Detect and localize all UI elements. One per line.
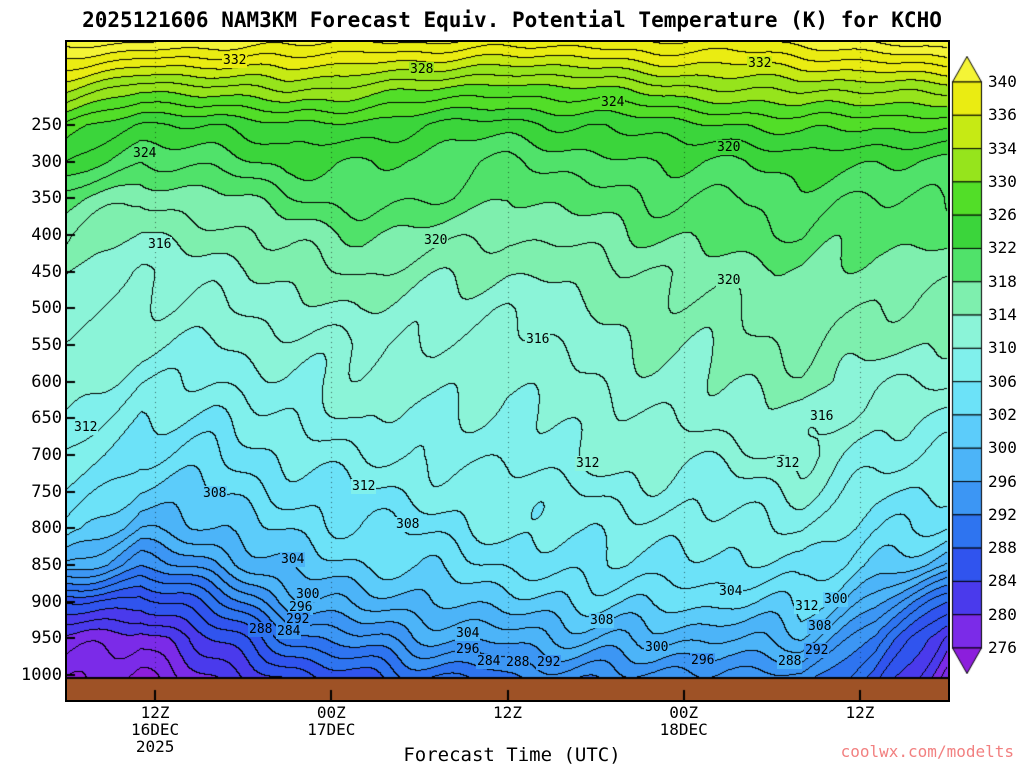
time-tick-line: 16DEC	[131, 720, 180, 739]
colorbar-tick-label: 336	[988, 105, 1017, 125]
plot-area: 332 328 324 332 324 320 316 320 320 316 312 316 312 3…	[65, 40, 950, 702]
watermark: coolwx.com/modelts	[840, 742, 1014, 761]
colorbar-tick-label: 326	[988, 205, 1017, 225]
colorbar-tick-label: 334	[988, 138, 1017, 158]
pressure-tick-label: 250	[31, 114, 62, 135]
time-tick-label: 00Z 17DEC	[286, 704, 376, 738]
colorbar-tick-label: 340	[988, 72, 1017, 91]
time-tick-line: 17DEC	[307, 720, 356, 739]
x-axis-title: Forecast Time (UTC)	[403, 744, 621, 766]
time-tick-label: 12Z	[463, 704, 553, 721]
colorbar-tick-label: 296	[988, 471, 1017, 491]
colorbar-tick-label: 330	[988, 171, 1017, 191]
pressure-tick-label: 600	[31, 371, 62, 392]
pressure-tick-label: 450	[31, 261, 62, 282]
colorbar-tick-label: 306	[988, 371, 1017, 391]
time-tick-line: 12Z	[493, 703, 522, 722]
pressure-tick-label: 850	[31, 555, 62, 576]
time-axis: 12Z 16DEC 2025 00Z 17DEC 12Z 00Z 18DEC 12Z	[0, 704, 1024, 764]
colorbar-tick-label: 300	[988, 438, 1017, 458]
pressure-tick-label: 300	[31, 151, 62, 172]
colorbar-tick-label: 314	[988, 305, 1017, 325]
time-tick-line: 2025	[135, 737, 175, 756]
colorbar-tick-label: 322	[988, 238, 1017, 258]
time-tick-line: 00Z	[316, 703, 346, 722]
colorbar-tick-label: 302	[988, 404, 1017, 424]
pressure-tick-label: 350	[31, 188, 62, 209]
colorbar-tick-label: 310	[988, 338, 1017, 358]
pressure-tick-label: 500	[31, 298, 62, 319]
colorbar	[950, 56, 984, 674]
colorbar-tick-label: 292	[988, 504, 1017, 524]
time-tick-line: 18DEC	[659, 720, 708, 739]
colorbar-tick-label: 288	[988, 538, 1017, 558]
colorbar-tick-label: 284	[988, 571, 1017, 591]
contour-plot-canvas	[67, 42, 948, 700]
pressure-tick-label: 550	[31, 334, 62, 355]
colorbar-canvas	[950, 56, 984, 674]
time-tick-line: 12Z	[140, 703, 170, 722]
colorbar-tick-label: 276	[988, 638, 1017, 657]
pressure-tick-label: 1000	[21, 665, 62, 686]
time-tick-label: 00Z 18DEC	[639, 704, 729, 738]
colorbar-tick-label: 280	[988, 604, 1017, 624]
time-tick-line: 00Z	[669, 703, 699, 722]
pressure-axis: 250 300 350 400 450 500 550 600 650 700 750 800 850 9…	[6, 0, 62, 768]
time-tick-line: 12Z	[845, 703, 875, 722]
pressure-tick-label: 900	[31, 591, 62, 612]
chart-title: 2025121606 NAM3KM Forecast Equiv. Potent…	[82, 8, 942, 32]
pressure-tick-label: 700	[31, 444, 62, 465]
pressure-tick-label: 750	[31, 481, 62, 502]
pressure-tick-label: 800	[31, 518, 62, 539]
colorbar-tick-label: 318	[988, 271, 1017, 291]
colorbar-labels: 340 336 334 330 326 322 318 314 310 306 302 300 296 2…	[988, 0, 1024, 768]
pressure-tick-label: 950	[31, 628, 62, 649]
pressure-tick-label: 650	[31, 408, 62, 429]
time-tick-label: 12Z 16DEC 2025	[110, 704, 200, 755]
pressure-tick-label: 400	[31, 224, 62, 245]
time-tick-label: 12Z	[815, 704, 905, 721]
